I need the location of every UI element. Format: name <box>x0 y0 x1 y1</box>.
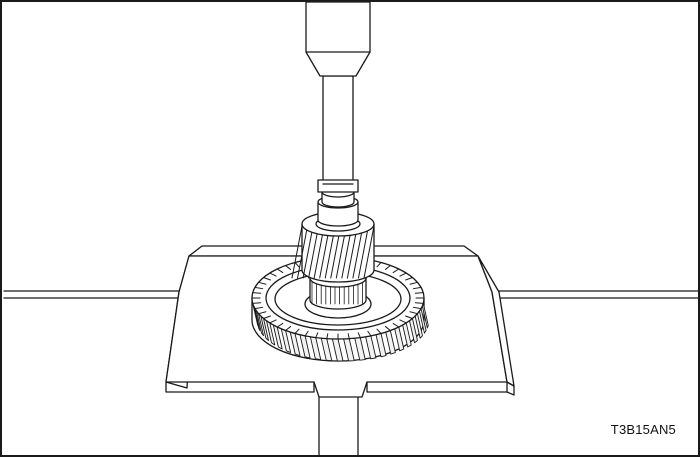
pinion-tooth <box>357 225 369 279</box>
gear-tooth <box>254 306 264 310</box>
gear-tooth <box>276 322 284 328</box>
right-rail <box>491 290 698 299</box>
gear-tooth <box>414 302 424 304</box>
gear-tooth <box>304 330 309 337</box>
gear-tooth <box>405 315 413 319</box>
gear-tooth <box>285 264 292 270</box>
gear-tooth <box>263 315 271 319</box>
gear-tooth <box>392 268 400 274</box>
gear-tooth <box>269 319 277 324</box>
gear-tooth <box>285 326 292 332</box>
gear-tooth <box>357 332 361 339</box>
gear-tooth <box>392 322 400 328</box>
gear-tooth <box>367 330 372 337</box>
gear-tooth <box>258 281 267 285</box>
gear-tooth <box>405 277 413 281</box>
gear-tooth <box>315 332 319 339</box>
shaft-collar <box>317 186 359 227</box>
gear-tooth <box>326 333 329 340</box>
gear-tooth <box>409 281 418 285</box>
gear-tooth <box>347 333 350 340</box>
pinion-tooth <box>352 225 364 279</box>
support-post <box>318 396 359 455</box>
gear-tooth <box>399 319 407 324</box>
gear-tooth <box>412 306 422 310</box>
gear-tooth <box>269 272 277 277</box>
press-head <box>305 2 371 77</box>
gear-tooth <box>384 326 391 332</box>
gear-tooth <box>384 264 391 270</box>
gear-tooth <box>252 302 262 304</box>
gear-tooth <box>412 286 422 290</box>
left-rail <box>3 290 181 299</box>
gear-tooth <box>276 268 284 274</box>
gear-tooth <box>414 292 424 294</box>
gear-tooth <box>376 261 382 268</box>
pinion-tooth <box>363 225 375 279</box>
gear-tooth <box>409 311 418 315</box>
gear-tooth <box>399 272 407 277</box>
gear-tooth <box>252 292 262 294</box>
gear-tooth <box>258 311 267 315</box>
gear-tooth <box>263 277 271 281</box>
pinion-tooth <box>302 225 314 279</box>
gear-tooth <box>376 328 382 335</box>
figure-code-label: T3B15AN5 <box>610 422 676 437</box>
gear-tooth <box>294 261 300 268</box>
gear-tooth <box>254 286 264 290</box>
pinion-tooth <box>297 225 309 279</box>
pinion-tooth <box>291 225 303 279</box>
pinion-tooth <box>308 225 320 279</box>
press-ram <box>317 75 359 193</box>
gear-tooth <box>294 328 300 335</box>
